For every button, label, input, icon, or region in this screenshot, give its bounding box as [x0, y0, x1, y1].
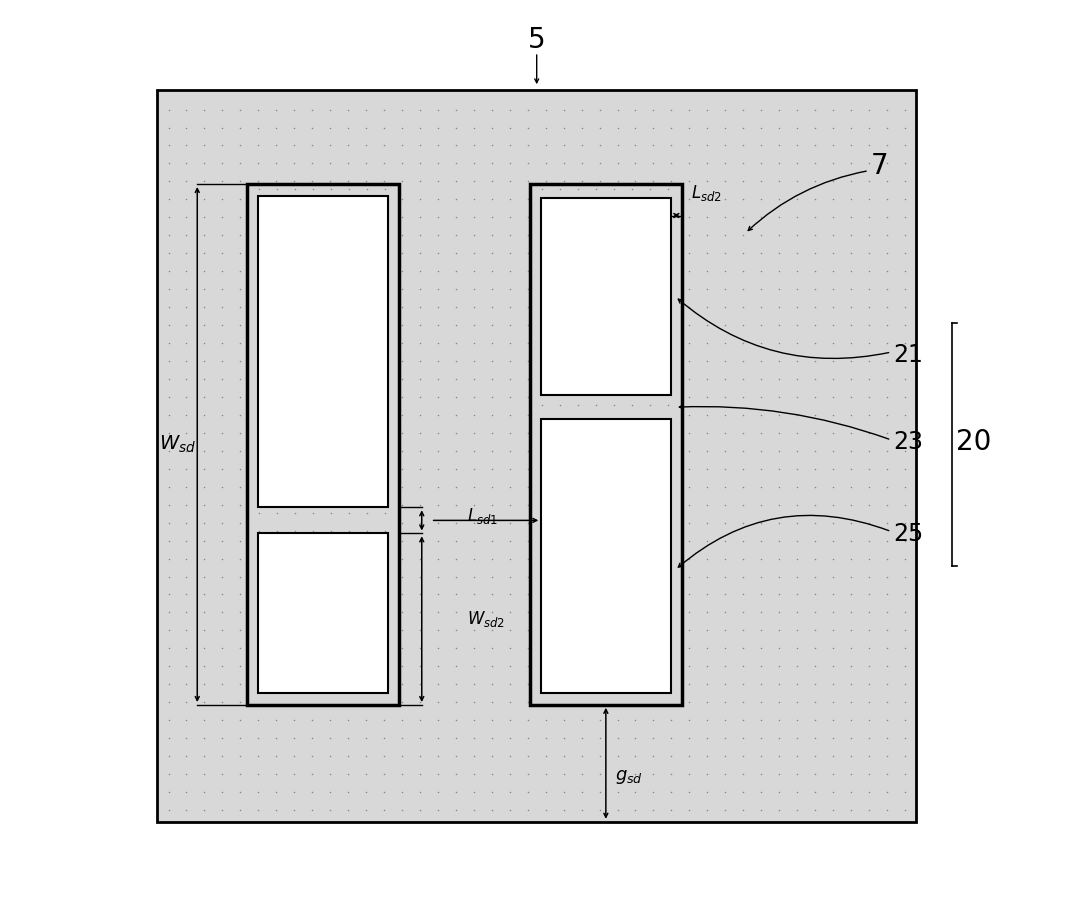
Bar: [542, 419, 671, 693]
Text: $L_{sd1}$: $L_{sd1}$: [466, 506, 498, 526]
Text: 25: 25: [893, 523, 923, 546]
Bar: [258, 196, 388, 507]
Text: $W_{sd2}$: $W_{sd2}$: [466, 609, 505, 629]
Text: 5: 5: [528, 26, 546, 55]
Bar: [247, 184, 400, 705]
Bar: [258, 533, 388, 693]
Text: $W_{sd}$: $W_{sd}$: [159, 434, 196, 455]
Text: $g_{sd}$: $g_{sd}$: [615, 768, 643, 786]
Text: 7: 7: [871, 152, 889, 180]
Bar: [542, 198, 671, 395]
Text: 21: 21: [893, 343, 923, 366]
Text: $L_{sd2}$: $L_{sd2}$: [691, 183, 722, 203]
Bar: [157, 90, 915, 822]
Text: 20: 20: [956, 427, 992, 456]
Text: 23: 23: [893, 430, 923, 453]
Bar: [530, 184, 682, 705]
